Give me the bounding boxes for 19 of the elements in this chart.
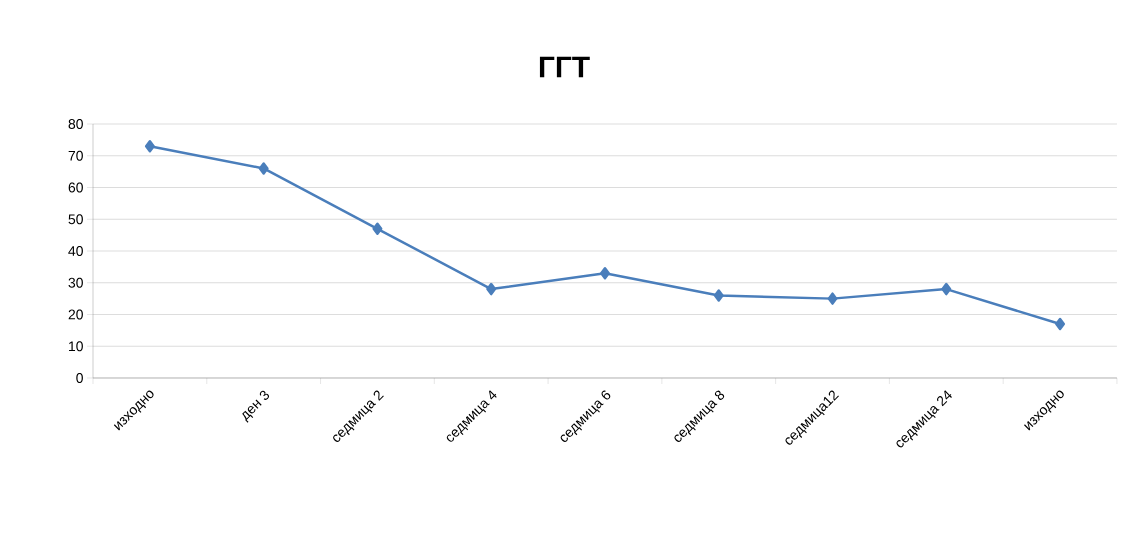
point — [258, 162, 269, 175]
chart-title: ГГТ — [539, 56, 590, 78]
y-tick-label: 20 — [68, 309, 83, 320]
y-tick-label: 70 — [68, 150, 83, 161]
point — [827, 292, 838, 305]
y-tick-label: 30 — [68, 277, 83, 288]
y-tick-label: 10 — [69, 341, 83, 352]
y-tick-label: 0 — [76, 373, 83, 383]
point — [713, 289, 724, 302]
point — [1055, 317, 1066, 331]
point — [486, 282, 497, 296]
y-tick-label: 80 — [68, 119, 83, 129]
y-tick-label: 40 — [68, 246, 83, 256]
point — [144, 140, 155, 153]
point — [599, 267, 610, 280]
y-tick-label: 50 — [68, 214, 83, 225]
point — [372, 222, 383, 236]
point — [941, 282, 952, 296]
y-tick-label: 60 — [68, 182, 83, 193]
